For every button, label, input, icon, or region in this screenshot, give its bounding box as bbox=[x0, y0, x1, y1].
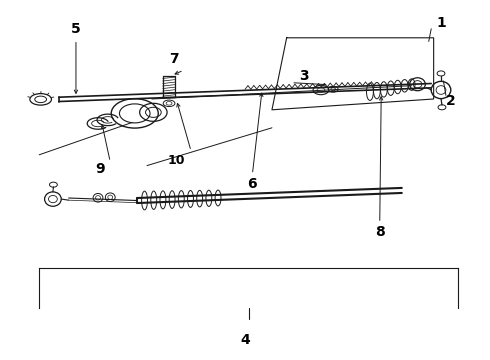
Text: 3: 3 bbox=[299, 69, 309, 82]
Text: 10: 10 bbox=[168, 154, 185, 167]
Text: 8: 8 bbox=[375, 225, 385, 239]
Text: 1: 1 bbox=[436, 17, 446, 30]
Text: 6: 6 bbox=[247, 177, 257, 190]
Text: 7: 7 bbox=[169, 53, 179, 66]
Text: 9: 9 bbox=[96, 162, 105, 176]
Text: 2: 2 bbox=[446, 94, 456, 108]
Text: 4: 4 bbox=[240, 333, 250, 347]
Text: 5: 5 bbox=[71, 22, 81, 36]
